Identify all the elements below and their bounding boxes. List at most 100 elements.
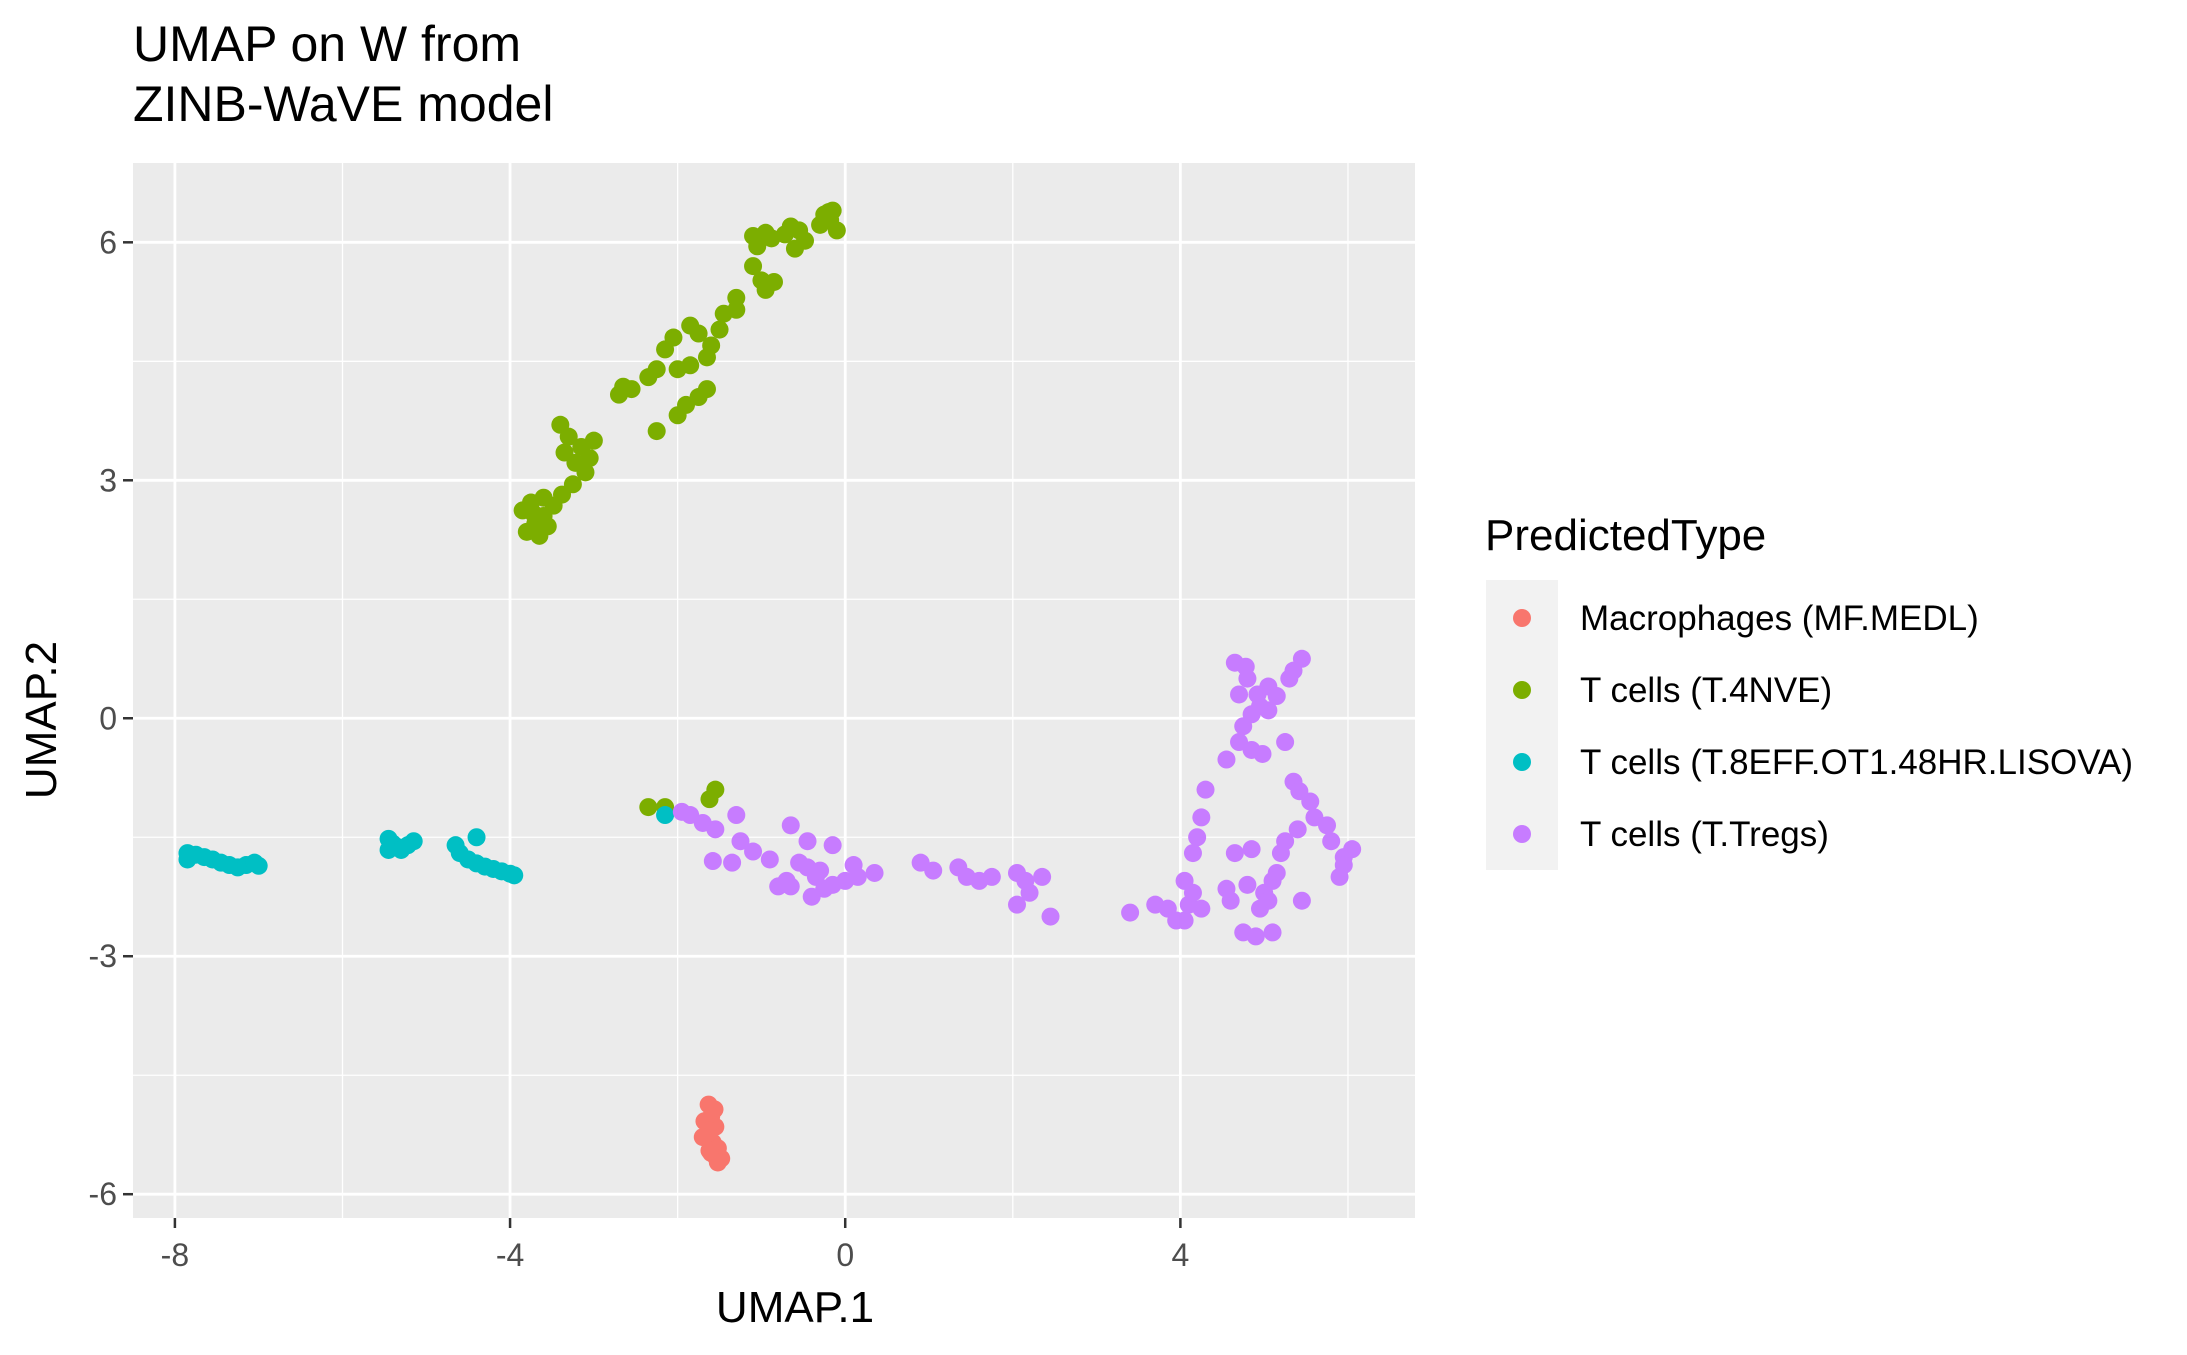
data-point <box>781 217 800 236</box>
data-point <box>1263 923 1282 942</box>
data-point <box>1267 687 1286 706</box>
data-point <box>559 427 578 446</box>
data-point <box>1253 744 1272 763</box>
x-axis-label: UMAP.1 <box>716 1283 874 1332</box>
data-point <box>802 887 821 906</box>
y-tick-label: -3 <box>89 938 117 974</box>
data-point <box>703 852 722 871</box>
legend: PredictedType Macrophages (MF.MEDL) T cel… <box>1485 511 2133 870</box>
legend-key-background <box>1486 580 1558 870</box>
data-point <box>1271 844 1290 863</box>
data-point <box>1175 911 1194 930</box>
data-point <box>1041 907 1060 926</box>
major-gridlines <box>133 163 1415 1218</box>
data-point <box>1217 879 1236 898</box>
data-point <box>1007 895 1026 914</box>
y-tick-label: 0 <box>99 700 117 736</box>
series-1 <box>513 201 846 817</box>
x-tick-label: 0 <box>836 1237 854 1273</box>
data-point <box>865 863 884 882</box>
data-point <box>727 806 746 825</box>
data-point <box>1301 792 1320 811</box>
data-point <box>811 215 830 234</box>
legend-key <box>1513 609 1531 627</box>
data-point <box>1192 899 1211 918</box>
y-axis: -6 -3 0 3 6 <box>89 224 133 1212</box>
series-0 <box>693 1095 731 1172</box>
data-points <box>178 201 1362 1172</box>
data-point <box>819 203 838 222</box>
data-point <box>1318 816 1337 835</box>
chart-title-line-2: ZINB-WaVE model <box>133 76 553 132</box>
y-axis-label: UMAP.2 <box>17 641 66 799</box>
plot-panel <box>133 163 1415 1218</box>
data-point <box>580 449 599 468</box>
data-point <box>639 368 658 387</box>
data-point <box>700 1141 719 1160</box>
series-2 <box>178 806 675 885</box>
data-point <box>1225 844 1244 863</box>
data-point <box>844 856 863 875</box>
data-point <box>1196 780 1215 799</box>
legend-title: PredictedType <box>1485 511 1766 560</box>
data-point <box>656 340 675 359</box>
data-point <box>534 488 553 507</box>
x-tick-label: -8 <box>161 1237 189 1273</box>
data-point <box>1230 685 1249 704</box>
data-point <box>781 816 800 835</box>
data-point <box>1276 733 1295 752</box>
data-point <box>576 463 595 482</box>
data-point <box>668 360 687 379</box>
data-point <box>584 431 603 450</box>
data-point <box>1238 875 1257 894</box>
data-point <box>700 790 719 809</box>
data-point <box>744 257 763 276</box>
data-point <box>811 861 830 880</box>
data-point <box>1259 701 1278 720</box>
data-point <box>785 239 804 258</box>
data-point <box>1033 867 1052 886</box>
data-point <box>1183 844 1202 863</box>
data-point <box>1188 828 1207 847</box>
chart-title: UMAP on W from ZINB-WaVE model <box>133 16 553 132</box>
data-point <box>1246 927 1265 946</box>
data-point <box>1259 891 1278 910</box>
x-tick-label: 4 <box>1171 1237 1189 1273</box>
data-point <box>1343 840 1362 859</box>
data-point <box>1020 883 1039 902</box>
y-tick-label: 3 <box>99 462 117 498</box>
legend-label: T cells (T.Tregs) <box>1580 815 1829 854</box>
data-point <box>467 828 486 847</box>
data-point <box>656 806 675 825</box>
data-point <box>404 832 423 851</box>
data-point <box>706 820 725 839</box>
data-point <box>505 866 524 885</box>
data-point <box>639 798 658 817</box>
legend-key <box>1513 681 1531 699</box>
data-point <box>827 221 846 240</box>
data-point <box>1236 657 1255 676</box>
y-tick-label: -6 <box>89 1176 117 1212</box>
legend-label: T cells (T.4NVE) <box>1580 671 1832 710</box>
data-point <box>1292 891 1311 910</box>
data-point <box>1121 903 1140 922</box>
data-point <box>1175 871 1194 890</box>
data-point <box>748 237 767 256</box>
data-point <box>1242 840 1261 859</box>
data-point <box>538 517 557 536</box>
data-point <box>765 272 783 291</box>
legend-label: Macrophages (MF.MEDL) <box>1580 599 1979 638</box>
data-point <box>982 867 1001 886</box>
data-point <box>781 877 800 896</box>
legend-label: T cells (T.8EFF.OT1.48HR.LISOVA) <box>1580 743 2133 782</box>
legend-key <box>1513 825 1531 843</box>
data-point <box>647 422 666 441</box>
data-point <box>249 856 268 875</box>
data-point <box>731 832 750 851</box>
x-tick-label: -4 <box>496 1237 524 1273</box>
y-tick-label: 6 <box>99 224 117 260</box>
data-point <box>697 348 716 367</box>
data-point <box>689 324 708 343</box>
